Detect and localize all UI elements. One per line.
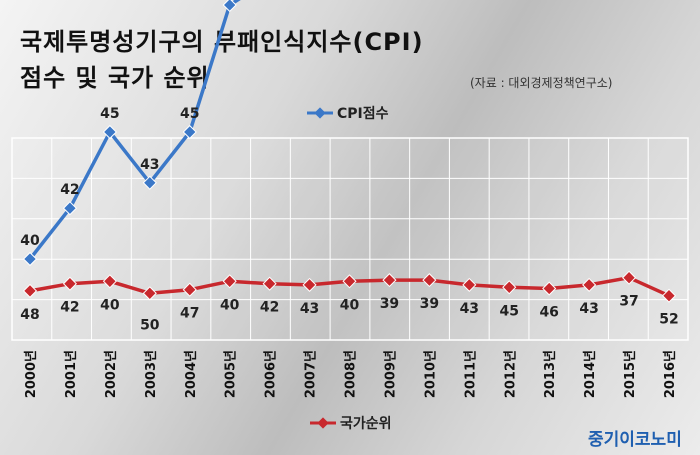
x-tick-label: 2000년 [24,350,39,398]
cpi-data-label: 43 [140,157,159,173]
x-tick-label: 2001년 [64,350,79,398]
x-tick-label: 2011년 [463,350,478,398]
cpi-data-label: 42 [60,182,79,198]
cpi-legend-marker [314,107,326,119]
rank-point [382,273,397,288]
x-tick-label: 2005년 [224,350,239,398]
cpi-legend-label: CPI점수 [337,105,389,122]
x-tick-label: 2007년 [304,350,319,398]
x-tick-label: 2015년 [623,350,638,398]
rank-legend-label: 국가순위 [340,416,392,432]
x-tick-label: 2012년 [503,350,518,398]
rank-point [262,276,277,291]
cpi-point [142,175,157,190]
rank-point [661,288,677,303]
cpi-data-label: 45 [100,106,119,122]
rank-data-label: 40 [220,297,240,313]
rank-point [22,283,38,298]
rank-point [142,286,157,301]
rank-point [621,270,637,285]
rank-data-label: 46 [539,305,558,321]
rank-data-label: 40 [100,297,120,313]
x-tick-label: 2016년 [663,350,678,398]
x-tick-label: 2008년 [344,350,359,398]
rank-data-label: 40 [340,297,360,313]
rank-data-label: 43 [300,301,319,317]
rank-point [342,274,357,289]
rank-point [502,280,517,295]
cpi-point [22,251,38,267]
x-tick-label: 2013년 [543,350,558,398]
rank-data-label: 50 [140,317,160,333]
rank-data-label: 43 [460,301,479,317]
rank-data-label: 37 [619,294,638,310]
rank-legend-marker [317,417,329,429]
x-tick-label: 2014년 [583,350,598,398]
rank-point [542,281,557,296]
rank-data-label: 45 [500,303,519,319]
x-tick-label: 2002년 [104,350,119,398]
x-tick-label: 2004년 [184,350,199,398]
rank-data-label: 42 [260,300,279,316]
cpi-point [182,124,197,140]
x-tick-label: 2003년 [144,350,159,398]
cpi-data-label: 45 [180,106,199,122]
brand-logo: 중기이코노미 [588,430,682,450]
cpi-line [28,0,241,261]
plot-frame [11,137,689,341]
rank-data-label: 52 [659,312,678,328]
rank-point [62,276,78,291]
rank-data-label: 42 [60,300,79,316]
chart-title-line2: 점수 및 국가 순위 [20,64,210,92]
rank-data-label: 39 [420,296,439,312]
rank-data-label: 47 [180,306,199,322]
rank-data-label: 48 [20,307,39,323]
rank-point [462,277,477,292]
rank-point [422,273,437,288]
cpi-point [222,0,237,13]
cpi-data-label: 40 [20,233,40,249]
x-tick-label: 2009년 [383,350,398,398]
rank-data-label: 43 [579,301,598,317]
source-note: (자료 : 대외경제정책연구소) [470,76,613,90]
rank-point [302,277,317,292]
rank-point [102,274,117,289]
cpi-point [62,201,78,216]
rank-data-label: 39 [380,296,399,312]
rank-point [222,274,237,289]
x-tick-label: 2010년 [423,350,438,398]
cpi-point [102,124,117,140]
rank-point [182,282,197,297]
rank-point [582,277,597,292]
x-tick-label: 2006년 [264,350,279,398]
